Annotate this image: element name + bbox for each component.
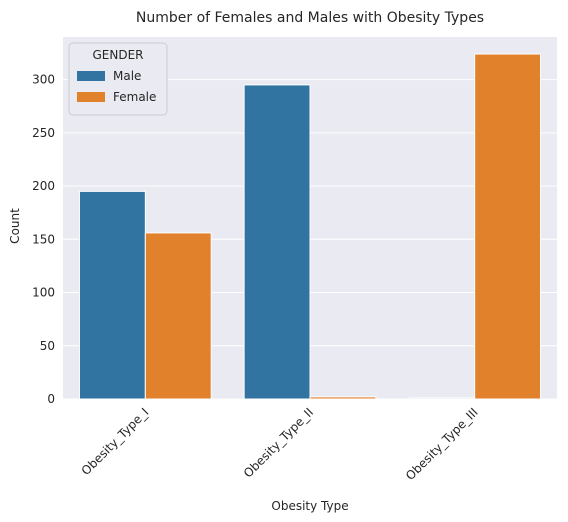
y-tick-label: 100 [32,286,55,300]
bar-male-2 [408,397,476,400]
bar-female-1 [309,396,377,400]
y-axis-ticks: 0 50 100 150 200 250 300 [32,73,55,406]
y-tick-label: 0 [47,392,55,406]
x-axis-label: Obesity Type [271,499,348,513]
legend-swatch-female [77,92,105,102]
bar-female-0 [144,232,212,400]
y-tick-label: 300 [32,73,55,87]
bars [78,53,542,400]
y-axis-label: Count [8,208,22,244]
y-tick-label: 250 [32,126,55,140]
legend-label-female: Female [113,90,156,104]
legend-title: GENDER [92,48,143,62]
y-tick-label: 150 [32,232,55,246]
legend: GENDER Male Female [68,42,168,116]
chart-title: Number of Females and Males with Obesity… [136,10,484,26]
x-tick-label: Obesity_Type_III [403,405,481,483]
legend-label-male: Male [113,69,141,83]
x-tick-label: Obesity_Type_II [241,405,316,480]
x-axis-ticks: Obesity_Type_I Obesity_Type_II Obesity_Typ… [79,405,481,483]
legend-swatch-male [77,71,105,81]
legend-items: Male Female [77,69,156,104]
y-tick-label: 50 [40,339,55,353]
y-tick-label: 200 [32,179,55,193]
bar-male-0 [78,190,146,400]
bar-female-2 [474,53,542,400]
bar-male-1 [243,84,311,400]
x-tick-label: Obesity_Type_I [79,405,152,478]
